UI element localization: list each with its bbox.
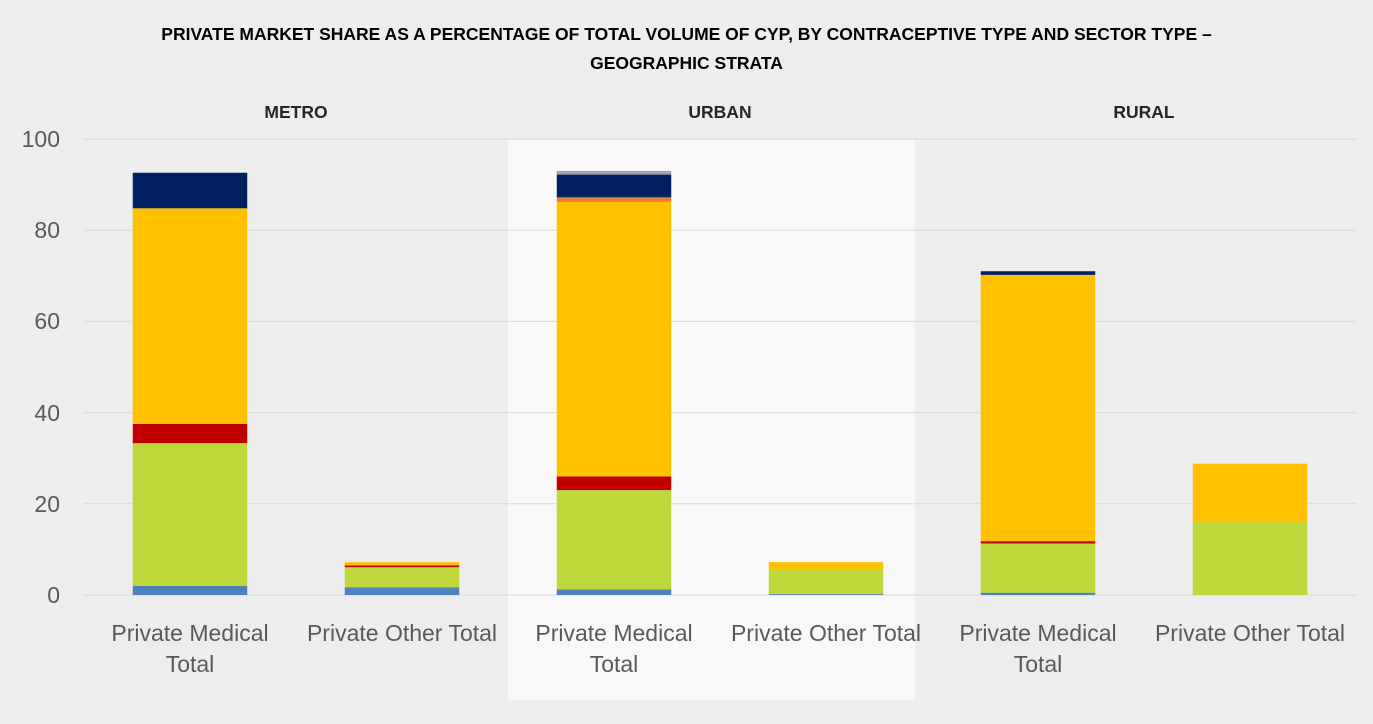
bar-segment (556, 170, 672, 175)
y-tick-label: 0 (47, 582, 60, 608)
chart-title: PRIVATE MARKET SHARE AS A PERCENTAGE OF … (161, 24, 1212, 73)
group-label: RURAL (1113, 102, 1175, 122)
bar-segment (344, 562, 460, 566)
group-label: URBAN (688, 102, 752, 122)
bar-segment (556, 197, 672, 202)
y-tick-label: 40 (34, 399, 60, 426)
bar-segment (1192, 521, 1308, 595)
bar-segment (556, 589, 672, 595)
bar-segment (768, 594, 884, 595)
bar-segment (980, 543, 1096, 593)
bar-segment (344, 567, 460, 588)
bar-segment (980, 541, 1096, 544)
bar-segment (132, 172, 248, 209)
bar-segment (556, 201, 672, 477)
bar-segment (980, 271, 1096, 275)
y-tick-label: 60 (34, 308, 60, 335)
bar-segment (980, 274, 1096, 542)
bar-segment (132, 443, 248, 586)
x-tick-label: Private Medical Total (959, 620, 1117, 677)
bar-segment (344, 587, 460, 595)
bar-segment (344, 565, 460, 568)
bar-segment (556, 476, 672, 491)
y-tick-label: 20 (34, 490, 60, 517)
bar-segment (980, 592, 1096, 595)
bar-segment (556, 490, 672, 590)
x-tick-label: Private Medical Total (535, 620, 693, 677)
bar-segment (768, 569, 884, 595)
x-tick-label: Private Other Total (1154, 620, 1346, 646)
y-tick-label: 80 (34, 217, 60, 244)
y-tick-label: 100 (21, 126, 60, 152)
bar-segment (1192, 463, 1308, 522)
group-label: METRO (264, 102, 328, 122)
bar-segment (556, 174, 672, 198)
x-tick-label: Private Medical Total (111, 620, 269, 677)
bar-segment (132, 585, 248, 595)
x-tick-label: Private Other Total (730, 620, 922, 646)
bar-segment (132, 208, 248, 424)
x-tick-label: Private Other Total (306, 620, 498, 646)
bar-segment (132, 424, 248, 444)
bar-segment (768, 562, 884, 570)
